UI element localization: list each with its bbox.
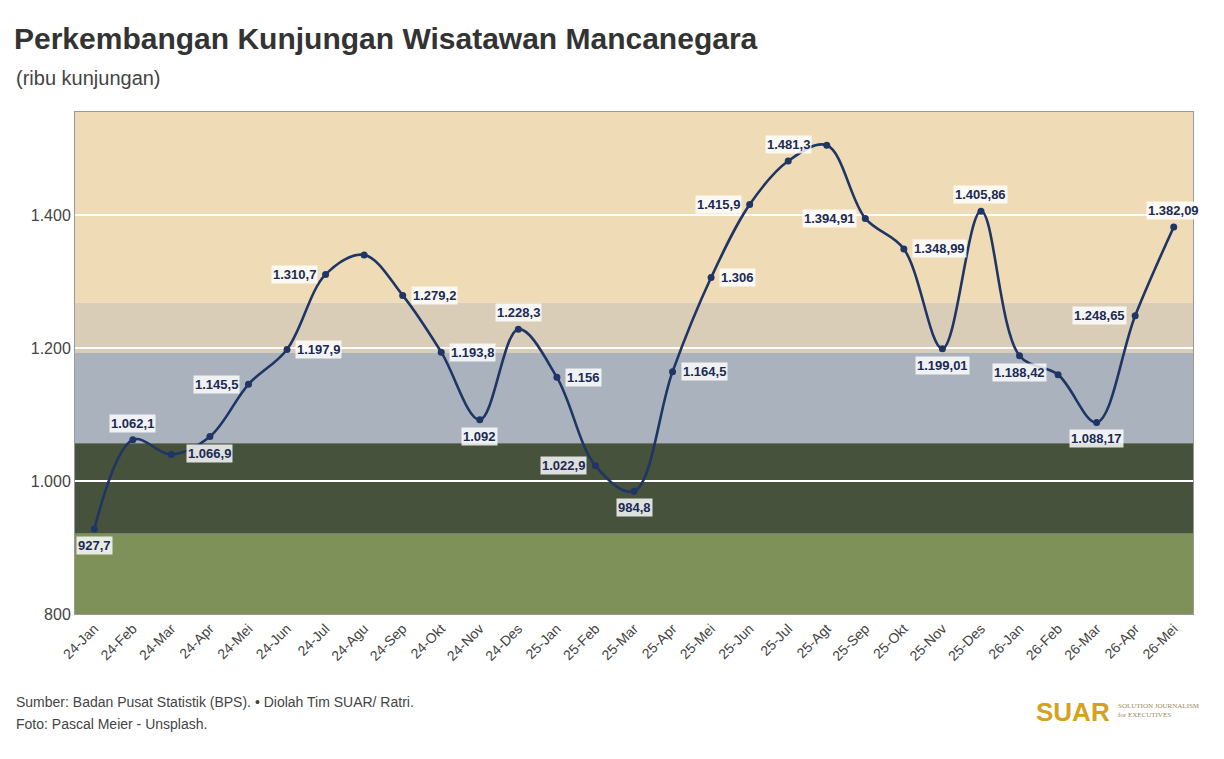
- svg-text:24-Mar: 24-Mar: [136, 620, 179, 663]
- svg-text:1.279,2: 1.279,2: [413, 288, 456, 303]
- svg-text:25-Okt: 25-Okt: [870, 620, 911, 661]
- svg-text:(ribu kunjungan): (ribu kunjungan): [16, 67, 161, 89]
- svg-text:25-Mei: 25-Mei: [677, 621, 719, 663]
- svg-text:1.199,01: 1.199,01: [917, 358, 968, 373]
- svg-text:25-Sep: 25-Sep: [829, 620, 872, 663]
- svg-text:1.066,9: 1.066,9: [188, 446, 231, 461]
- svg-text:24-Jul: 24-Jul: [294, 621, 332, 659]
- svg-text:1.197,9: 1.197,9: [297, 342, 340, 357]
- svg-text:25-Mar: 25-Mar: [598, 620, 641, 663]
- svg-text:1.306: 1.306: [721, 270, 754, 285]
- svg-text:1.022,9: 1.022,9: [542, 458, 585, 473]
- svg-text:1.088,17: 1.088,17: [1071, 431, 1122, 446]
- svg-text:1.164,5: 1.164,5: [683, 364, 726, 379]
- svg-text:1.382,09: 1.382,09: [1148, 203, 1199, 218]
- svg-text:SUAR: SUAR: [1036, 697, 1110, 727]
- svg-text:1.405,86: 1.405,86: [955, 187, 1006, 202]
- svg-text:800: 800: [44, 606, 71, 623]
- svg-text:26-Apr: 26-Apr: [1101, 620, 1142, 661]
- svg-text:Foto: Pascal Meier - Unsplash.: Foto: Pascal Meier - Unsplash.: [16, 716, 207, 732]
- svg-text:1.415,9: 1.415,9: [697, 197, 740, 212]
- svg-text:1.228,3: 1.228,3: [497, 305, 540, 320]
- svg-text:1.188,42: 1.188,42: [994, 365, 1045, 380]
- svg-text:24-Sep: 24-Sep: [367, 620, 410, 663]
- svg-text:1.156: 1.156: [567, 370, 600, 385]
- svg-text:1.400: 1.400: [31, 207, 71, 224]
- svg-text:984,8: 984,8: [618, 500, 651, 515]
- svg-text:Perkembangan Kunjungan Wisataw: Perkembangan Kunjungan Wisatawan Mancane…: [14, 22, 758, 55]
- svg-text:1.348,99: 1.348,99: [914, 241, 965, 256]
- svg-text:1.481,3: 1.481,3: [767, 137, 810, 152]
- svg-text:1.193,8: 1.193,8: [451, 345, 494, 360]
- svg-text:24-Jun: 24-Jun: [253, 621, 295, 663]
- svg-text:927,7: 927,7: [78, 538, 111, 553]
- svg-text:1.248,65: 1.248,65: [1074, 308, 1125, 323]
- svg-text:25-Feb: 25-Feb: [560, 620, 603, 663]
- svg-text:1.092: 1.092: [463, 429, 496, 444]
- svg-text:1.062,1: 1.062,1: [111, 416, 154, 431]
- svg-text:25-Jun: 25-Jun: [715, 621, 757, 663]
- svg-text:1.000: 1.000: [31, 473, 71, 490]
- svg-text:25-Jul: 25-Jul: [757, 621, 795, 659]
- svg-text:25-Agt: 25-Agt: [793, 620, 834, 661]
- svg-text:24-Apr: 24-Apr: [176, 620, 217, 661]
- svg-text:24-Agu: 24-Agu: [328, 621, 371, 664]
- svg-text:26-Mar: 26-Mar: [1061, 620, 1104, 663]
- svg-text:1.145,5: 1.145,5: [195, 377, 238, 392]
- svg-text:24-Mei: 24-Mei: [214, 621, 256, 663]
- svg-text:25-Apr: 25-Apr: [639, 620, 680, 661]
- svg-text:26-Jan: 26-Jan: [985, 621, 1027, 663]
- svg-text:1.394,91: 1.394,91: [804, 211, 855, 226]
- svg-text:Sumber: Badan Pusat Statistik: Sumber: Badan Pusat Statistik (BPS). • D…: [16, 694, 414, 710]
- svg-text:25-Jan: 25-Jan: [522, 621, 564, 663]
- svg-text:26-Mei: 26-Mei: [1139, 621, 1181, 663]
- svg-text:25-Des: 25-Des: [945, 621, 988, 664]
- svg-text:1.200: 1.200: [31, 340, 71, 357]
- svg-text:24-Okt: 24-Okt: [407, 620, 448, 661]
- svg-text:24-Nov: 24-Nov: [444, 621, 487, 664]
- svg-text:24-Des: 24-Des: [482, 621, 525, 664]
- svg-text:24-Jan: 24-Jan: [60, 621, 102, 663]
- svg-text:25-Nov: 25-Nov: [906, 621, 949, 664]
- svg-text:1.310,7: 1.310,7: [273, 267, 316, 282]
- svg-text:26-Feb: 26-Feb: [1022, 620, 1065, 663]
- svg-text:SOLUTION JOURNALISMfor EXECUTI: SOLUTION JOURNALISMfor EXECUTIVES: [1118, 702, 1200, 719]
- svg-text:24-Feb: 24-Feb: [97, 620, 140, 663]
